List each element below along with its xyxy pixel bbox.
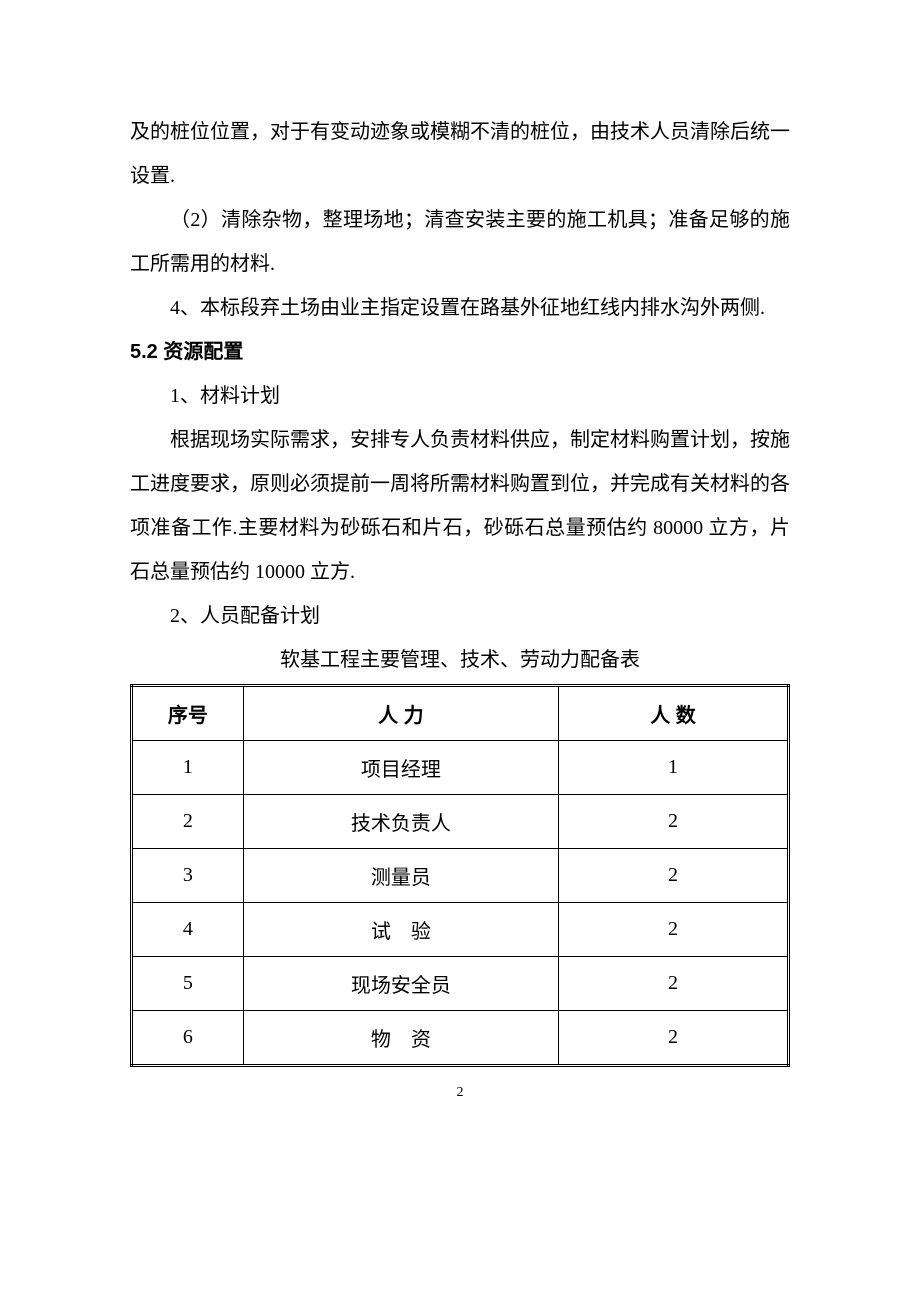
paragraph-1: 及的桩位位置，对于有变动迹象或模糊不清的桩位，由技术人员清除后统一设置. bbox=[130, 110, 790, 198]
table-row: 6 物 资 2 bbox=[132, 1011, 789, 1066]
personnel-table: 序号 人 力 人 数 1 项目经理 1 2 技术负责人 2 3 测量员 2 bbox=[130, 684, 790, 1067]
table-cell: 1 bbox=[132, 741, 244, 795]
paragraph-3: 4、本标段弃土场由业主指定设置在路基外征地红线内排水沟外两侧. bbox=[130, 286, 790, 330]
table-cell: 3 bbox=[132, 849, 244, 903]
document-page: 及的桩位位置，对于有变动迹象或模糊不清的桩位，由技术人员清除后统一设置. （2）… bbox=[0, 0, 920, 1161]
paragraph-2: （2）清除杂物，整理场地；清查安装主要的施工机具；准备足够的施工所需用的材料. bbox=[130, 198, 790, 286]
table-cell: 2 bbox=[559, 795, 789, 849]
paragraph-6: 2、人员配备计划 bbox=[130, 594, 790, 638]
table-cell: 4 bbox=[132, 903, 244, 957]
table-cell: 现场安全员 bbox=[243, 957, 558, 1011]
table-cell: 2 bbox=[559, 849, 789, 903]
paragraph-4: 1、材料计划 bbox=[130, 374, 790, 418]
table-cell: 5 bbox=[132, 957, 244, 1011]
table-header-count: 人 数 bbox=[559, 686, 789, 741]
page-number: 2 bbox=[130, 1085, 790, 1101]
paragraph-5: 根据现场实际需求，安排专人负责材料供应，制定材料购置计划，按施工进度要求，原则必… bbox=[130, 418, 790, 594]
table-row: 1 项目经理 1 bbox=[132, 741, 789, 795]
table-cell: 项目经理 bbox=[243, 741, 558, 795]
table-cell: 试 验 bbox=[243, 903, 558, 957]
table-row: 3 测量员 2 bbox=[132, 849, 789, 903]
section-heading: 5.2 资源配置 bbox=[130, 330, 790, 374]
table-cell: 技术负责人 bbox=[243, 795, 558, 849]
table-header-role: 人 力 bbox=[243, 686, 558, 741]
table-cell: 2 bbox=[132, 795, 244, 849]
table-row: 5 现场安全员 2 bbox=[132, 957, 789, 1011]
table-header-row: 序号 人 力 人 数 bbox=[132, 686, 789, 741]
table-cell: 测量员 bbox=[243, 849, 558, 903]
table-cell: 1 bbox=[559, 741, 789, 795]
table-row: 4 试 验 2 bbox=[132, 903, 789, 957]
table-cell: 2 bbox=[559, 957, 789, 1011]
table-header-seq: 序号 bbox=[132, 686, 244, 741]
table-cell: 2 bbox=[559, 903, 789, 957]
table-cell: 2 bbox=[559, 1011, 789, 1066]
table-cell: 物 资 bbox=[243, 1011, 558, 1066]
table-row: 2 技术负责人 2 bbox=[132, 795, 789, 849]
table-title: 软基工程主要管理、技术、劳动力配备表 bbox=[130, 638, 790, 682]
table-cell: 6 bbox=[132, 1011, 244, 1066]
